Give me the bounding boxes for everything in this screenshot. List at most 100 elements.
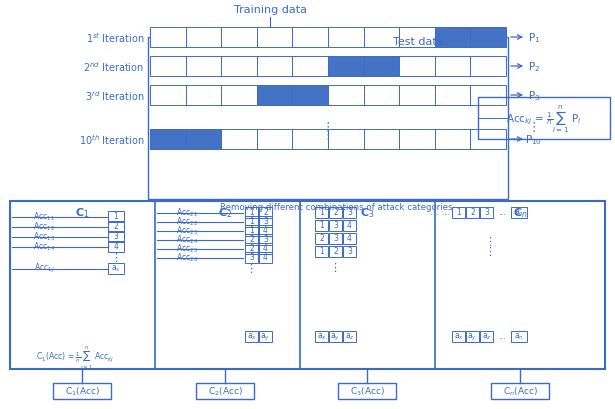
Text: 3: 3	[333, 221, 338, 230]
Bar	[478, 98, 610, 139]
Bar	[399, 130, 435, 150]
Text: Acc$_{26}$: Acc$_{26}$	[176, 251, 198, 263]
Bar	[480, 331, 493, 342]
Text: C$_1$(Acc) = $\frac{1}{n}\sum_{j=1}^{n}$ Acc$_{kj}$: C$_1$(Acc) = $\frac{1}{n}\sum_{j=1}^{n}$…	[36, 343, 114, 371]
Text: 2: 2	[470, 208, 475, 217]
Bar	[186, 28, 221, 48]
Text: 1$^{st}$ Iteration: 1$^{st}$ Iteration	[85, 31, 144, 45]
Text: a$_z$: a$_z$	[344, 331, 354, 342]
Text: C$_1$(Acc): C$_1$(Acc)	[65, 385, 100, 397]
Bar	[399, 28, 435, 48]
Bar	[245, 234, 258, 245]
Bar	[186, 57, 221, 77]
Text: 3: 3	[347, 247, 352, 256]
Bar	[221, 130, 257, 150]
Text: C$_n$(Acc): C$_n$(Acc)	[502, 385, 538, 397]
Bar	[150, 57, 186, 77]
Text: 2: 2	[114, 222, 118, 231]
Bar	[452, 207, 465, 218]
Text: ⋮: ⋮	[322, 128, 334, 141]
Bar	[343, 246, 356, 257]
Bar	[435, 86, 470, 106]
Bar	[343, 220, 356, 231]
Bar	[259, 252, 272, 263]
Bar	[343, 234, 356, 245]
Text: 1: 1	[319, 247, 324, 256]
Bar	[292, 86, 328, 106]
Bar	[328, 130, 363, 150]
Bar	[292, 28, 328, 48]
Bar	[257, 57, 292, 77]
Bar	[338, 383, 396, 399]
Text: ⋮: ⋮	[485, 236, 496, 246]
Bar	[150, 86, 186, 106]
Bar	[221, 28, 257, 48]
Bar	[470, 57, 506, 77]
Bar	[259, 331, 272, 342]
Bar	[399, 57, 435, 77]
Bar	[343, 207, 356, 218]
Bar	[221, 86, 257, 106]
Text: 2: 2	[249, 235, 254, 244]
Text: 3: 3	[249, 253, 254, 262]
Bar	[466, 207, 479, 218]
Text: a$_z$: a$_z$	[482, 331, 491, 342]
Text: a$_x$: a$_x$	[317, 331, 327, 342]
Text: Acc$_{25}$: Acc$_{25}$	[176, 242, 198, 254]
Text: Acc$_{13}$: Acc$_{13}$	[33, 230, 55, 242]
Bar	[221, 57, 257, 77]
Text: P$_{10}$: P$_{10}$	[525, 133, 542, 146]
Text: C$_3$: C$_3$	[360, 206, 375, 219]
Text: a$_n$: a$_n$	[514, 331, 524, 342]
Text: 4: 4	[347, 221, 352, 230]
Bar	[363, 86, 399, 106]
Bar	[452, 331, 465, 342]
Text: 4: 4	[263, 244, 268, 253]
Bar	[329, 234, 342, 245]
Text: 3: 3	[263, 217, 268, 226]
Text: 2: 2	[263, 208, 268, 217]
Text: 3: 3	[333, 234, 338, 243]
Bar	[245, 225, 258, 236]
Bar	[470, 28, 506, 48]
Text: a$_y$: a$_y$	[261, 330, 271, 342]
Bar	[245, 243, 258, 254]
Text: Acc$_{22}$: Acc$_{22}$	[176, 215, 198, 227]
Bar	[470, 86, 506, 106]
Text: 1: 1	[319, 208, 324, 217]
Text: 3$^{rd}$ Iteration: 3$^{rd}$ Iteration	[85, 89, 144, 103]
Text: Test data: Test data	[393, 37, 443, 47]
Text: 3: 3	[114, 232, 119, 241]
Bar	[470, 130, 506, 150]
Bar	[511, 331, 527, 342]
Bar	[245, 252, 258, 263]
Text: Acc$_{kj}$ = $\frac{1}{n}\sum_{i=1}^{n}$ P$_i$: Acc$_{kj}$ = $\frac{1}{n}\sum_{i=1}^{n}$…	[506, 103, 582, 135]
Bar	[315, 246, 328, 257]
Text: ⋮: ⋮	[485, 246, 496, 256]
Bar	[491, 383, 549, 399]
Bar	[363, 28, 399, 48]
Text: 4: 4	[114, 242, 119, 251]
Bar	[245, 331, 258, 342]
Text: 1: 1	[456, 208, 461, 217]
Text: 1: 1	[319, 221, 324, 230]
Text: P$_3$: P$_3$	[528, 89, 540, 103]
Bar	[329, 220, 342, 231]
Bar	[343, 331, 356, 342]
Text: 2: 2	[319, 234, 324, 243]
Text: a$_x$: a$_x$	[453, 331, 464, 342]
Bar	[363, 130, 399, 150]
Text: Training data: Training data	[234, 5, 306, 15]
Bar	[245, 207, 258, 218]
Text: a$_y$: a$_y$	[467, 330, 477, 342]
Text: Acc$_{21}$: Acc$_{21}$	[176, 206, 198, 218]
Text: 2$^{nd}$ Iteration: 2$^{nd}$ Iteration	[83, 60, 144, 74]
Text: 4: 4	[347, 234, 352, 243]
Bar	[328, 57, 363, 77]
Bar	[186, 86, 221, 106]
Bar	[108, 211, 124, 222]
Bar	[257, 28, 292, 48]
Bar	[186, 130, 221, 150]
Bar	[435, 130, 470, 150]
Text: Removing different combinations of attack categories: Removing different combinations of attac…	[220, 203, 452, 212]
